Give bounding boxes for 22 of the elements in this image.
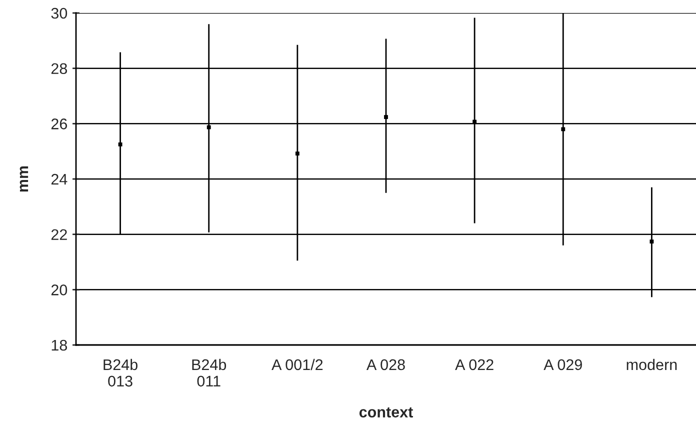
x-tick-label: A 022 xyxy=(455,359,494,370)
x-tick-label: A 001/2 xyxy=(272,358,323,370)
x-tick-label: A 028 xyxy=(366,359,405,370)
point xyxy=(206,125,211,130)
x-tick-label: B24b 013 xyxy=(104,358,138,387)
y-tick-label: 30 xyxy=(51,8,68,19)
y-tick-label: 28 xyxy=(51,63,68,74)
x-axis-title: context xyxy=(359,407,413,418)
y-tick-label: 26 xyxy=(51,118,67,130)
point xyxy=(561,127,566,132)
point xyxy=(650,240,654,244)
x-tick-label: B24b 011 xyxy=(192,358,226,387)
x-tick-label: modern xyxy=(626,358,677,370)
y-axis-title: mm xyxy=(20,166,28,192)
point xyxy=(295,152,300,156)
y-tick-label: 22 xyxy=(51,229,67,240)
x-tick-label: A 029 xyxy=(544,359,582,370)
y-tick-label: 18 xyxy=(52,340,68,351)
y-tick-label: 24 xyxy=(51,174,68,185)
point xyxy=(384,115,388,119)
y-tick-label: 20 xyxy=(51,284,68,296)
point xyxy=(118,142,122,146)
